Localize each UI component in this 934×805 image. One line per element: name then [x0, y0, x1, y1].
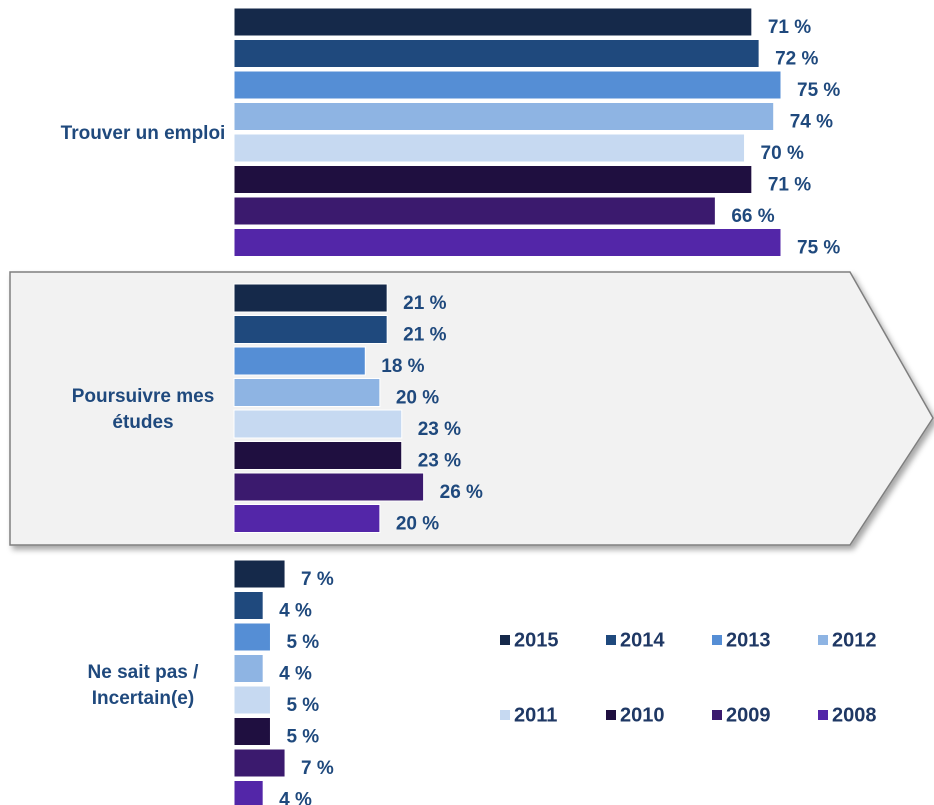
value-label: 71 %: [768, 175, 811, 196]
legend-label: 2012: [832, 629, 877, 651]
bar: [233, 346, 366, 376]
category-label: Poursuivre mes études: [71, 386, 215, 433]
value-label: 7 %: [301, 758, 334, 779]
bar: [233, 504, 381, 533]
value-label: 23 %: [418, 419, 461, 440]
legend-swatch: [818, 635, 828, 645]
bar: [233, 196, 716, 226]
legend-label: 2010: [620, 704, 665, 726]
legend-swatch: [606, 635, 616, 645]
value-label: 4 %: [279, 790, 312, 805]
value-label: 5 %: [286, 727, 319, 748]
value-label: 74 %: [790, 112, 833, 133]
bar: [233, 39, 760, 68]
bar: [233, 378, 381, 407]
legend-swatch: [500, 710, 510, 720]
bar: [233, 748, 286, 778]
category-label: Trouver un emploi: [60, 123, 226, 144]
legend-label: 2008: [832, 704, 877, 726]
bar: [233, 472, 425, 502]
bar: [233, 165, 753, 194]
bar: [233, 717, 271, 746]
value-label: 20 %: [396, 388, 439, 409]
value-label: 75 %: [797, 238, 840, 259]
value-label: 5 %: [286, 695, 319, 716]
bar: [233, 654, 264, 683]
legend-swatch: [818, 710, 828, 720]
value-label: 21 %: [403, 293, 446, 314]
value-label: 20 %: [396, 514, 439, 535]
bar: [233, 409, 403, 439]
bar: [233, 7, 753, 37]
category-label: Ne sait pas / Incertain(e): [87, 662, 199, 709]
value-label: 26 %: [440, 482, 483, 503]
value-label: 23 %: [418, 451, 461, 472]
legend-label: 2014: [620, 629, 665, 651]
value-label: 4 %: [279, 664, 312, 685]
bar: [233, 559, 286, 589]
legend-swatch: [712, 635, 722, 645]
legend-label: 2013: [726, 629, 771, 651]
bar: [233, 102, 775, 131]
value-label: 70 %: [761, 143, 804, 164]
bar: [233, 70, 782, 100]
bar: [233, 283, 388, 313]
legend-swatch: [712, 710, 722, 720]
bar: [233, 685, 271, 715]
legend-label: 2015: [514, 629, 559, 651]
value-label: 75 %: [797, 80, 840, 101]
bar: [233, 622, 271, 652]
bar: [233, 780, 264, 805]
bar: [233, 441, 403, 470]
value-label: 7 %: [301, 569, 334, 590]
legend-label: 2009: [726, 704, 771, 726]
value-label: 66 %: [731, 206, 774, 227]
value-label: 5 %: [286, 632, 319, 653]
bar: [233, 133, 746, 163]
value-label: 4 %: [279, 601, 312, 622]
bar: [233, 315, 388, 344]
legend-label: 2011: [514, 704, 557, 726]
value-label: 21 %: [403, 325, 446, 346]
bar: [233, 591, 264, 620]
legend-swatch: [500, 635, 510, 645]
value-label: 71 %: [768, 17, 811, 38]
value-label: 18 %: [381, 356, 424, 377]
legend-swatch: [606, 710, 616, 720]
value-label: 72 %: [775, 49, 818, 70]
bar: [233, 228, 782, 257]
